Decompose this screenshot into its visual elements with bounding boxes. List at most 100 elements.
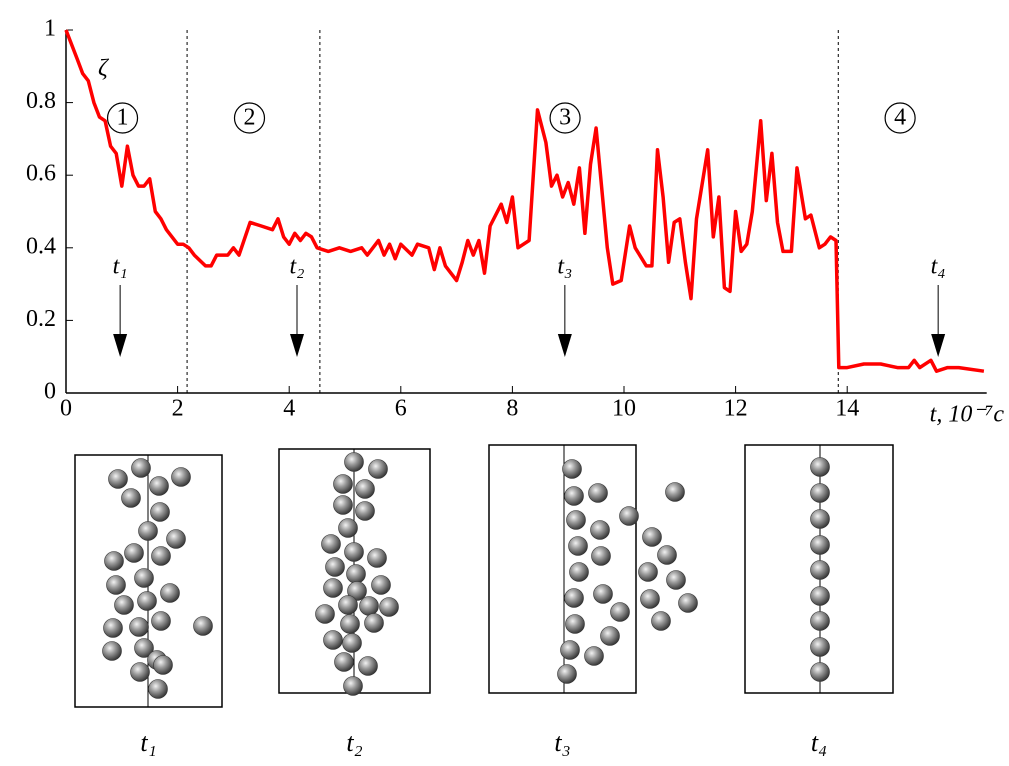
particle bbox=[665, 482, 685, 502]
panel-frame bbox=[744, 444, 894, 694]
marker-arrowhead bbox=[290, 334, 305, 357]
particle bbox=[338, 518, 358, 538]
particle bbox=[171, 467, 191, 487]
particle bbox=[640, 589, 660, 609]
particle bbox=[666, 570, 686, 590]
particle bbox=[104, 551, 124, 571]
panel-label: t₂ bbox=[346, 728, 362, 757]
particle bbox=[557, 664, 577, 684]
particle bbox=[371, 575, 391, 595]
y-tick-label: 1 bbox=[44, 16, 56, 42]
particle bbox=[121, 488, 141, 508]
particle bbox=[566, 510, 586, 530]
particle bbox=[323, 578, 343, 598]
marker-arrowhead bbox=[931, 334, 946, 357]
particle bbox=[584, 646, 604, 666]
x-tick-label: 10 bbox=[612, 396, 636, 422]
particle bbox=[323, 630, 343, 650]
particle bbox=[638, 562, 658, 582]
particle bbox=[321, 534, 341, 554]
particle bbox=[588, 483, 608, 503]
particle bbox=[340, 614, 360, 634]
particle bbox=[810, 611, 830, 631]
particle bbox=[379, 597, 399, 617]
y-tick-label: 0.8 bbox=[26, 88, 56, 114]
particle bbox=[344, 452, 364, 472]
region-label: 1 bbox=[117, 105, 129, 131]
particle bbox=[333, 474, 353, 494]
particle bbox=[338, 595, 358, 615]
panel-frame bbox=[488, 444, 637, 694]
x-tick-label: 6 bbox=[395, 396, 407, 422]
y-tick-label: 0.4 bbox=[26, 233, 56, 259]
particle bbox=[367, 548, 387, 568]
particle bbox=[106, 575, 126, 595]
x-tick-label: 4 bbox=[283, 396, 295, 422]
region-circle bbox=[106, 102, 139, 134]
x-tick-label: 8 bbox=[506, 396, 518, 422]
panel-label: t₄ bbox=[811, 728, 827, 757]
particle bbox=[315, 604, 335, 624]
particle bbox=[810, 560, 830, 580]
region-label: 3 bbox=[559, 105, 571, 131]
particle bbox=[103, 618, 123, 638]
particle bbox=[810, 535, 830, 555]
y-label: ζ bbox=[98, 56, 110, 82]
particle bbox=[347, 581, 367, 601]
y-tick-label: 0.2 bbox=[26, 306, 56, 332]
particle bbox=[657, 545, 677, 565]
marker-label: t₁ bbox=[113, 254, 128, 280]
particle bbox=[810, 662, 830, 682]
particle bbox=[562, 459, 582, 479]
particle bbox=[564, 486, 584, 506]
particle bbox=[138, 521, 158, 541]
particle bbox=[342, 633, 362, 653]
x-tick-label: 0 bbox=[60, 396, 72, 422]
particle bbox=[810, 457, 830, 477]
particle bbox=[569, 562, 589, 582]
particle bbox=[810, 586, 830, 606]
region-circle bbox=[884, 102, 916, 134]
particle bbox=[151, 546, 171, 566]
particle bbox=[148, 679, 168, 699]
particle bbox=[651, 611, 671, 631]
marker-arrowhead bbox=[557, 334, 572, 357]
particle bbox=[810, 483, 830, 503]
particle bbox=[114, 595, 134, 615]
particle bbox=[619, 506, 639, 526]
marker-label: t₃ bbox=[557, 254, 572, 280]
y-tick-label: 0 bbox=[44, 379, 56, 405]
particle bbox=[568, 536, 588, 556]
particle bbox=[129, 617, 149, 637]
region-label: 2 bbox=[243, 105, 255, 131]
particle bbox=[102, 641, 122, 661]
particle bbox=[153, 655, 173, 675]
particle bbox=[560, 640, 580, 660]
particle bbox=[137, 591, 157, 611]
particle bbox=[810, 637, 830, 657]
particle bbox=[134, 638, 154, 658]
particle bbox=[150, 502, 170, 522]
particle bbox=[149, 476, 169, 496]
marker-label: t₂ bbox=[290, 254, 305, 280]
particle bbox=[590, 520, 610, 540]
particle bbox=[364, 613, 384, 633]
particle bbox=[344, 542, 364, 562]
particle bbox=[151, 611, 171, 631]
particle bbox=[124, 543, 144, 563]
x-label: t, 10⁻⁷с bbox=[930, 402, 1005, 428]
particle bbox=[368, 459, 388, 479]
particle bbox=[108, 469, 128, 489]
x-tick-label: 2 bbox=[172, 396, 184, 422]
particle bbox=[193, 616, 213, 636]
panel-label: t₃ bbox=[554, 728, 570, 757]
particle bbox=[565, 614, 585, 634]
particle bbox=[810, 509, 830, 529]
particle bbox=[131, 458, 151, 478]
particle bbox=[610, 602, 630, 622]
y-tick-label: 0.6 bbox=[26, 161, 56, 187]
particle bbox=[355, 501, 375, 521]
panel-label: t₁ bbox=[140, 728, 156, 757]
x-tick-label: 14 bbox=[835, 396, 859, 422]
particle bbox=[355, 479, 375, 499]
